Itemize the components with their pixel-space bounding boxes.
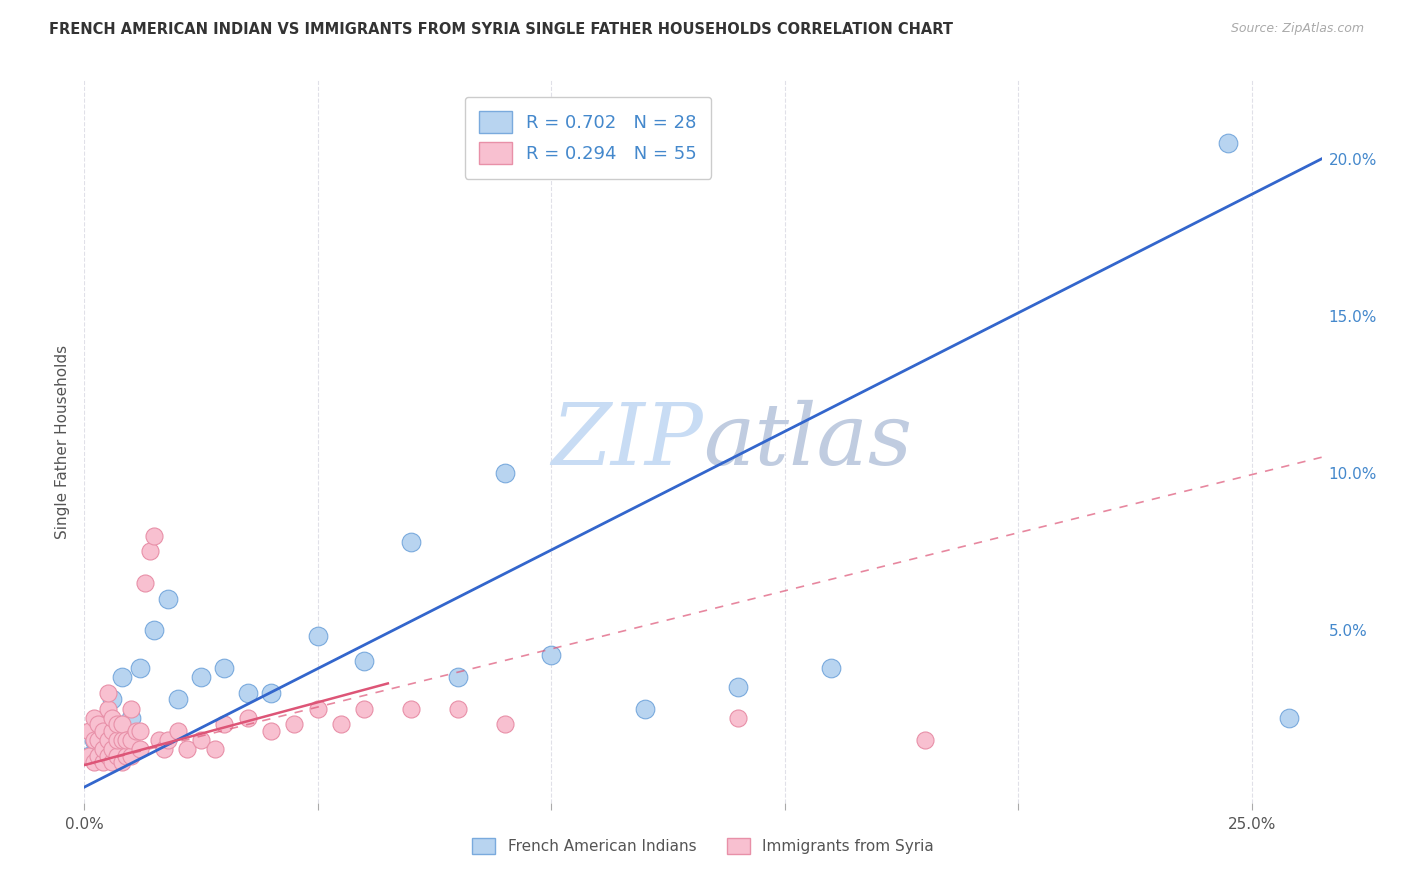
Point <box>540 648 562 662</box>
Point <box>83 711 105 725</box>
Point <box>236 686 259 700</box>
Point <box>91 742 114 756</box>
Point <box>157 591 180 606</box>
Point <box>87 733 110 747</box>
Point <box>447 701 470 715</box>
Text: FRENCH AMERICAN INDIAN VS IMMIGRANTS FROM SYRIA SINGLE FATHER HOUSEHOLDS CORRELA: FRENCH AMERICAN INDIAN VS IMMIGRANTS FRO… <box>49 22 953 37</box>
Point <box>176 742 198 756</box>
Point <box>1278 711 1301 725</box>
Point <box>353 655 375 669</box>
Point <box>494 717 516 731</box>
Point <box>101 723 124 738</box>
Point <box>190 670 212 684</box>
Point <box>77 748 100 763</box>
Point <box>87 717 110 731</box>
Point <box>97 733 120 747</box>
Point <box>101 742 124 756</box>
Point <box>214 661 236 675</box>
Point <box>1218 136 1240 150</box>
Point <box>129 723 152 738</box>
Point <box>129 742 152 756</box>
Point <box>727 711 749 725</box>
Point <box>633 701 655 715</box>
Point <box>97 748 120 763</box>
Point <box>120 701 142 715</box>
Point <box>820 661 842 675</box>
Point <box>120 733 142 747</box>
Point <box>97 686 120 700</box>
Y-axis label: Single Father Households: Single Father Households <box>55 344 70 539</box>
Point <box>105 717 128 731</box>
Point <box>101 692 124 706</box>
Point <box>138 544 160 558</box>
Point <box>120 748 142 763</box>
Point <box>120 711 142 725</box>
Point <box>77 723 100 738</box>
Point <box>204 742 226 756</box>
Point <box>330 717 353 731</box>
Point <box>97 711 120 725</box>
Text: Source: ZipAtlas.com: Source: ZipAtlas.com <box>1230 22 1364 36</box>
Point <box>111 670 134 684</box>
Point <box>83 733 105 747</box>
Point <box>166 723 188 738</box>
Point <box>111 717 134 731</box>
Point <box>87 717 110 731</box>
Point <box>101 711 124 725</box>
Point <box>236 711 259 725</box>
Point <box>91 723 114 738</box>
Point <box>87 748 110 763</box>
Point <box>914 733 936 747</box>
Point <box>91 755 114 769</box>
Point <box>115 733 138 747</box>
Text: atlas: atlas <box>703 401 912 483</box>
Point <box>77 748 100 763</box>
Point <box>83 755 105 769</box>
Point <box>399 701 422 715</box>
Point <box>190 733 212 747</box>
Point <box>157 733 180 747</box>
Point <box>143 623 166 637</box>
Point <box>494 466 516 480</box>
Point <box>134 575 156 590</box>
Point <box>260 686 283 700</box>
Point <box>111 733 134 747</box>
Point <box>129 661 152 675</box>
Point <box>260 723 283 738</box>
Point <box>143 529 166 543</box>
Point <box>105 717 128 731</box>
Point <box>214 717 236 731</box>
Point <box>105 733 128 747</box>
Point <box>148 733 170 747</box>
Point <box>101 755 124 769</box>
Point <box>307 629 329 643</box>
Point <box>283 717 305 731</box>
Point <box>307 701 329 715</box>
Point <box>447 670 470 684</box>
Point <box>152 742 174 756</box>
Text: ZIP: ZIP <box>551 401 703 483</box>
Point <box>115 748 138 763</box>
Point <box>91 733 114 747</box>
Point <box>353 701 375 715</box>
Point <box>125 723 148 738</box>
Point <box>166 692 188 706</box>
Point <box>111 755 134 769</box>
Point <box>727 680 749 694</box>
Point <box>97 701 120 715</box>
Legend: French American Indians, Immigrants from Syria: French American Indians, Immigrants from… <box>467 832 939 860</box>
Point <box>105 748 128 763</box>
Point <box>399 535 422 549</box>
Point <box>83 733 105 747</box>
